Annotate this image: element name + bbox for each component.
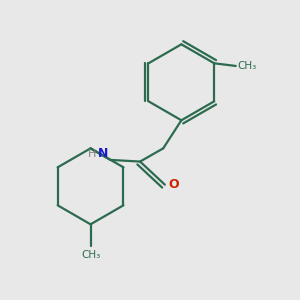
- Text: CH₃: CH₃: [81, 250, 100, 260]
- Text: N: N: [98, 148, 108, 160]
- Text: H: H: [88, 149, 96, 159]
- Text: O: O: [169, 178, 179, 191]
- Text: CH₃: CH₃: [237, 61, 256, 71]
